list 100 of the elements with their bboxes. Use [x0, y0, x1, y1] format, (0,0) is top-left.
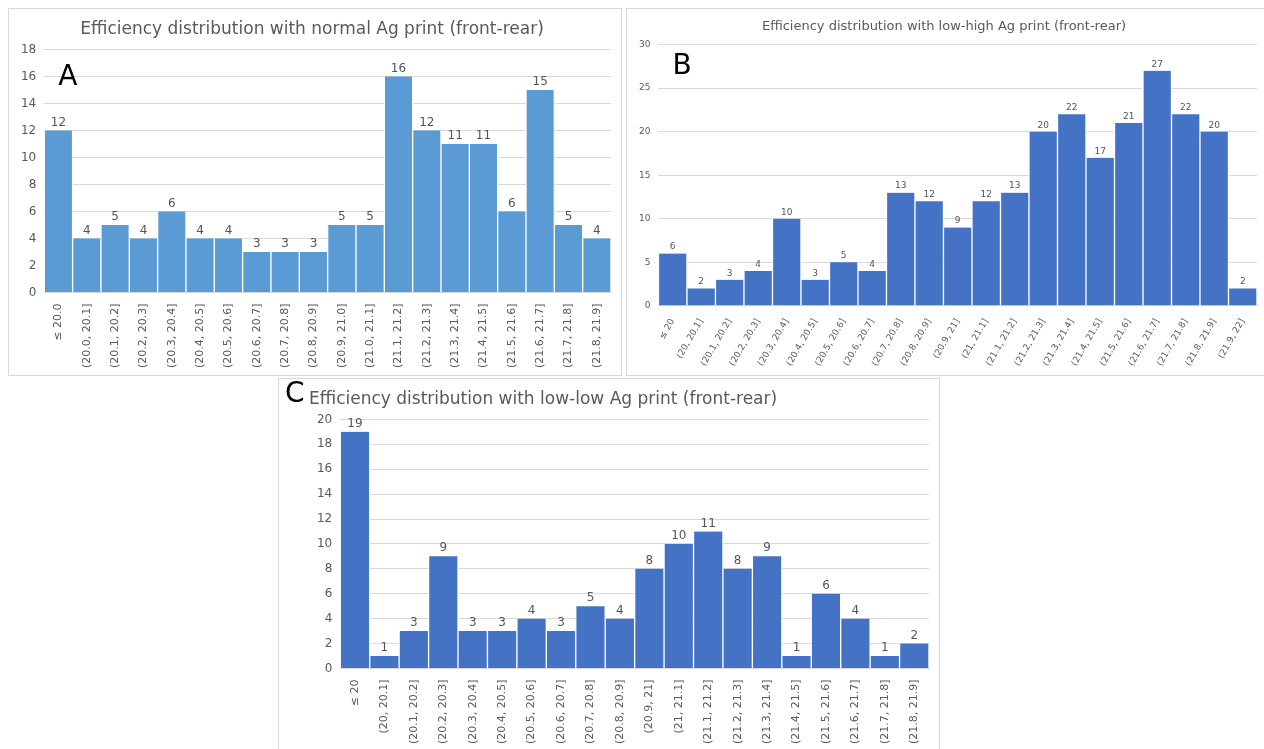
y-tick-label: 10 [639, 213, 651, 224]
x-tick-label: (21.5, 21.6] [504, 303, 518, 368]
annotation: A [58, 58, 78, 92]
data-label: 3 [410, 615, 418, 630]
data-label: 4 [139, 222, 148, 237]
y-tick-label: 10 [20, 149, 37, 164]
x-tick-label: (20.0, 20.1] [79, 303, 93, 368]
x-tick-label: (21.7, 21.8] [561, 303, 575, 368]
data-label: 21 [1123, 110, 1135, 121]
x-tick-label: (20, 20.1] [377, 679, 391, 734]
y-tick-label: 16 [20, 68, 37, 83]
x-tick-label: (21.3, 21.4] [759, 679, 773, 744]
data-label: 9 [954, 215, 961, 226]
y-tick-label: 30 [639, 38, 651, 49]
data-label: 4 [616, 602, 624, 617]
x-tick-label: (21.1, 21.2] [391, 303, 405, 368]
data-label: 4 [755, 258, 762, 269]
x-tick-label: (20.8, 20.9] [306, 303, 320, 368]
data-label: 15 [532, 74, 548, 89]
data-label: 4 [593, 222, 601, 237]
x-tick-label: (21.4, 21.5] [789, 679, 803, 744]
data-label: 10 [671, 528, 687, 543]
data-label: 1 [792, 640, 801, 655]
x-tick-label: (21.7, 21.8] [877, 679, 891, 744]
data-label: 12 [419, 114, 435, 129]
y-tick-label: 20 [316, 411, 333, 426]
chart-title: Efficiency distribution with low-high Ag print (front-rear) [761, 18, 1127, 34]
x-tick-label: (21.2, 21.3] [730, 679, 744, 744]
data-label: 4 [224, 222, 233, 237]
y-tick-label: 2 [324, 635, 333, 650]
x-tick-label: (20.7, 20.8] [277, 303, 291, 368]
data-label: 3 [726, 267, 733, 278]
data-label: 12 [50, 114, 67, 129]
y-tick-label: 16 [316, 461, 333, 476]
y-tick-label: 5 [644, 256, 651, 267]
x-tick-label: (21.0, 21.1] [363, 303, 376, 368]
data-label: 5 [840, 250, 847, 261]
y-tick-label: 6 [28, 203, 37, 218]
y-tick-label: 18 [316, 436, 333, 451]
data-label: 4 [196, 222, 204, 237]
y-tick-label: 6 [324, 585, 333, 600]
chart-title: Efficiency distribution with normal Ag print (front-rear) [80, 17, 544, 38]
data-label: 3 [557, 615, 565, 630]
data-label: 11 [447, 128, 463, 143]
data-label: 4 [82, 222, 91, 237]
text: C [285, 376, 305, 410]
x-tick-label: ≤ 20 [347, 679, 361, 707]
data-label: 3 [498, 615, 506, 630]
data-label: 11 [475, 128, 492, 143]
y-tick-label: 8 [28, 176, 37, 191]
x-tick-label: (20.7, 20.8] [583, 679, 597, 744]
y-tick-label: 4 [324, 610, 333, 625]
x-tick-label: (21.6, 21.7] [533, 303, 547, 368]
data-label: 3 [812, 267, 819, 278]
x-tick-label: ≤ 20.0 [51, 303, 65, 341]
x-tick-label: (21.6, 21.7] [848, 679, 862, 744]
data-label: 8 [733, 552, 742, 567]
y-tick-label: 14 [316, 486, 333, 501]
x-tick-label: (20.9, 21.0] [334, 303, 348, 368]
data-label: 20 [1037, 119, 1050, 130]
data-label: 3 [252, 236, 261, 251]
x-tick-label: (20.1, 20.2] [107, 303, 121, 368]
data-label: 2 [1239, 276, 1246, 287]
x-tick-label: (21.8, 21.9] [907, 679, 921, 744]
y-tick-label: 14 [20, 95, 37, 110]
x-tick-label: (21.2, 21.3] [419, 303, 433, 368]
x-tick-label: (20.9, 21] [642, 679, 656, 734]
x-tick-label: (20.5, 20.6] [524, 679, 538, 744]
y-tick-label: 0 [28, 284, 37, 299]
y-tick-label: 0 [324, 660, 333, 675]
data-label: 1 [881, 640, 889, 655]
y-tick-label: 25 [639, 82, 651, 93]
data-label: 4 [851, 602, 860, 617]
data-label: 6 [167, 195, 176, 210]
y-tick-label: 10 [316, 536, 333, 551]
data-label: 4 [869, 258, 876, 269]
annotation: B [672, 47, 692, 81]
x-tick-label: ≤ 20 [656, 316, 677, 341]
data-label: 9 [439, 540, 448, 555]
y-tick-label: 12 [20, 122, 37, 137]
data-label: 19 [347, 415, 363, 430]
x-tick-label: (20.3, 20.4] [465, 679, 479, 744]
data-label: 5 [564, 209, 573, 224]
x-tick-label: (20.2, 20.3] [136, 303, 150, 368]
data-label: 2 [698, 276, 705, 287]
x-tick-label: (20.3, 20.4] [164, 303, 178, 368]
data-label: 5 [337, 209, 346, 224]
chart-title: Efficiency distribution with low-low Ag print (front-rear) [309, 387, 778, 408]
data-label: 27 [1151, 58, 1163, 69]
data-label: 6 [822, 577, 830, 592]
x-tick-label: (21, 21.1] [671, 679, 685, 734]
data-label: 12 [980, 189, 992, 200]
x-tick-label: (20.1, 20.2] [406, 679, 420, 744]
x-tick-label: (20.2, 20.3] [436, 679, 450, 744]
y-tick-label: 2 [28, 257, 37, 272]
data-label: 13 [1009, 180, 1021, 191]
data-label: 16 [390, 60, 407, 75]
y-tick-label: 12 [316, 511, 333, 526]
y-tick-label: 0 [644, 300, 651, 311]
y-tick-label: 8 [324, 560, 333, 575]
